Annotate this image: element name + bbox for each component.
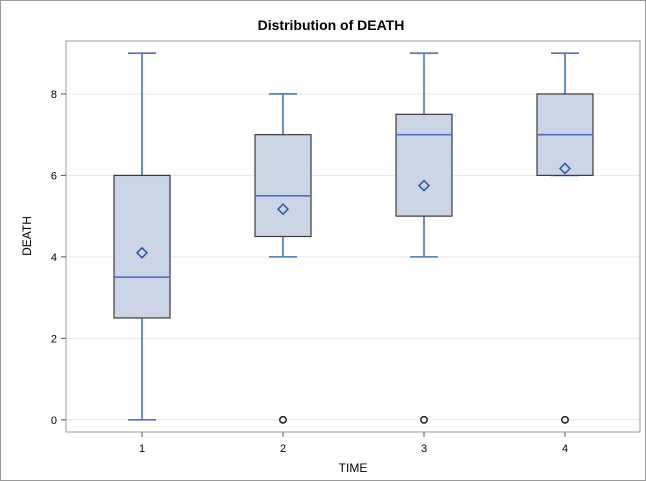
mean-marker xyxy=(558,162,572,175)
box-series xyxy=(113,52,594,424)
y-tick-label: 2 xyxy=(51,333,57,345)
plot-area xyxy=(65,40,641,433)
x-tick-label: 3 xyxy=(421,443,427,455)
mean-marker xyxy=(135,246,149,259)
mean-marker xyxy=(417,179,431,192)
box-group-4 xyxy=(536,52,594,424)
iqr-box xyxy=(254,134,312,238)
y-tick-label: 0 xyxy=(51,415,57,427)
x-tick-label: 4 xyxy=(562,443,568,455)
outlier-point xyxy=(279,415,287,424)
y-tick-label: 8 xyxy=(51,89,57,101)
chart-title: Distribution of DEATH xyxy=(258,17,405,33)
box-group-1 xyxy=(113,52,171,421)
x-tick-label: 2 xyxy=(280,443,286,455)
iqr-box xyxy=(395,113,453,217)
outlier-point xyxy=(561,415,569,424)
y-tick-label: 6 xyxy=(51,170,57,182)
x-axis-label: TIME xyxy=(339,461,368,475)
outlier-point xyxy=(420,415,428,424)
x-axis-ticks: 1 2 3 4 xyxy=(139,432,568,455)
x-tick-label: 1 xyxy=(139,443,145,455)
box-group-2 xyxy=(254,93,312,424)
y-axis-label: DEATH xyxy=(20,216,34,256)
mean-marker xyxy=(276,203,290,216)
iqr-box xyxy=(113,174,171,319)
y-tick-label: 4 xyxy=(51,252,57,264)
box-group-3 xyxy=(395,52,453,424)
y-axis-ticks: 0 2 4 6 8 xyxy=(51,89,66,427)
